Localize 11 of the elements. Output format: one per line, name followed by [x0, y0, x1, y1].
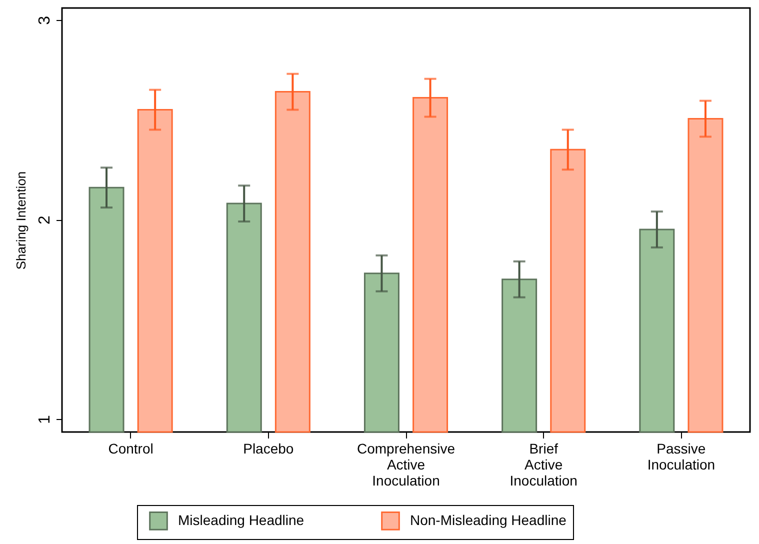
- x-tick-label: Placebo: [243, 440, 294, 456]
- x-tick-label: Control: [108, 440, 154, 456]
- x-tick-label: Comprehensive Active Inoculation: [356, 440, 456, 488]
- legend-label: Misleading Headline: [178, 512, 304, 528]
- y-tick-label: 1: [36, 414, 54, 424]
- y-axis-title: Sharing Intention: [14, 171, 28, 270]
- y-tick-label: 3: [36, 16, 54, 25]
- x-tick-label: Passive Inoculation: [647, 440, 716, 472]
- y-tick-label: 2: [36, 215, 54, 224]
- legend-label: Non-Misleading Headline: [410, 512, 567, 528]
- x-tick-label: Brief Active Inoculation: [510, 440, 578, 488]
